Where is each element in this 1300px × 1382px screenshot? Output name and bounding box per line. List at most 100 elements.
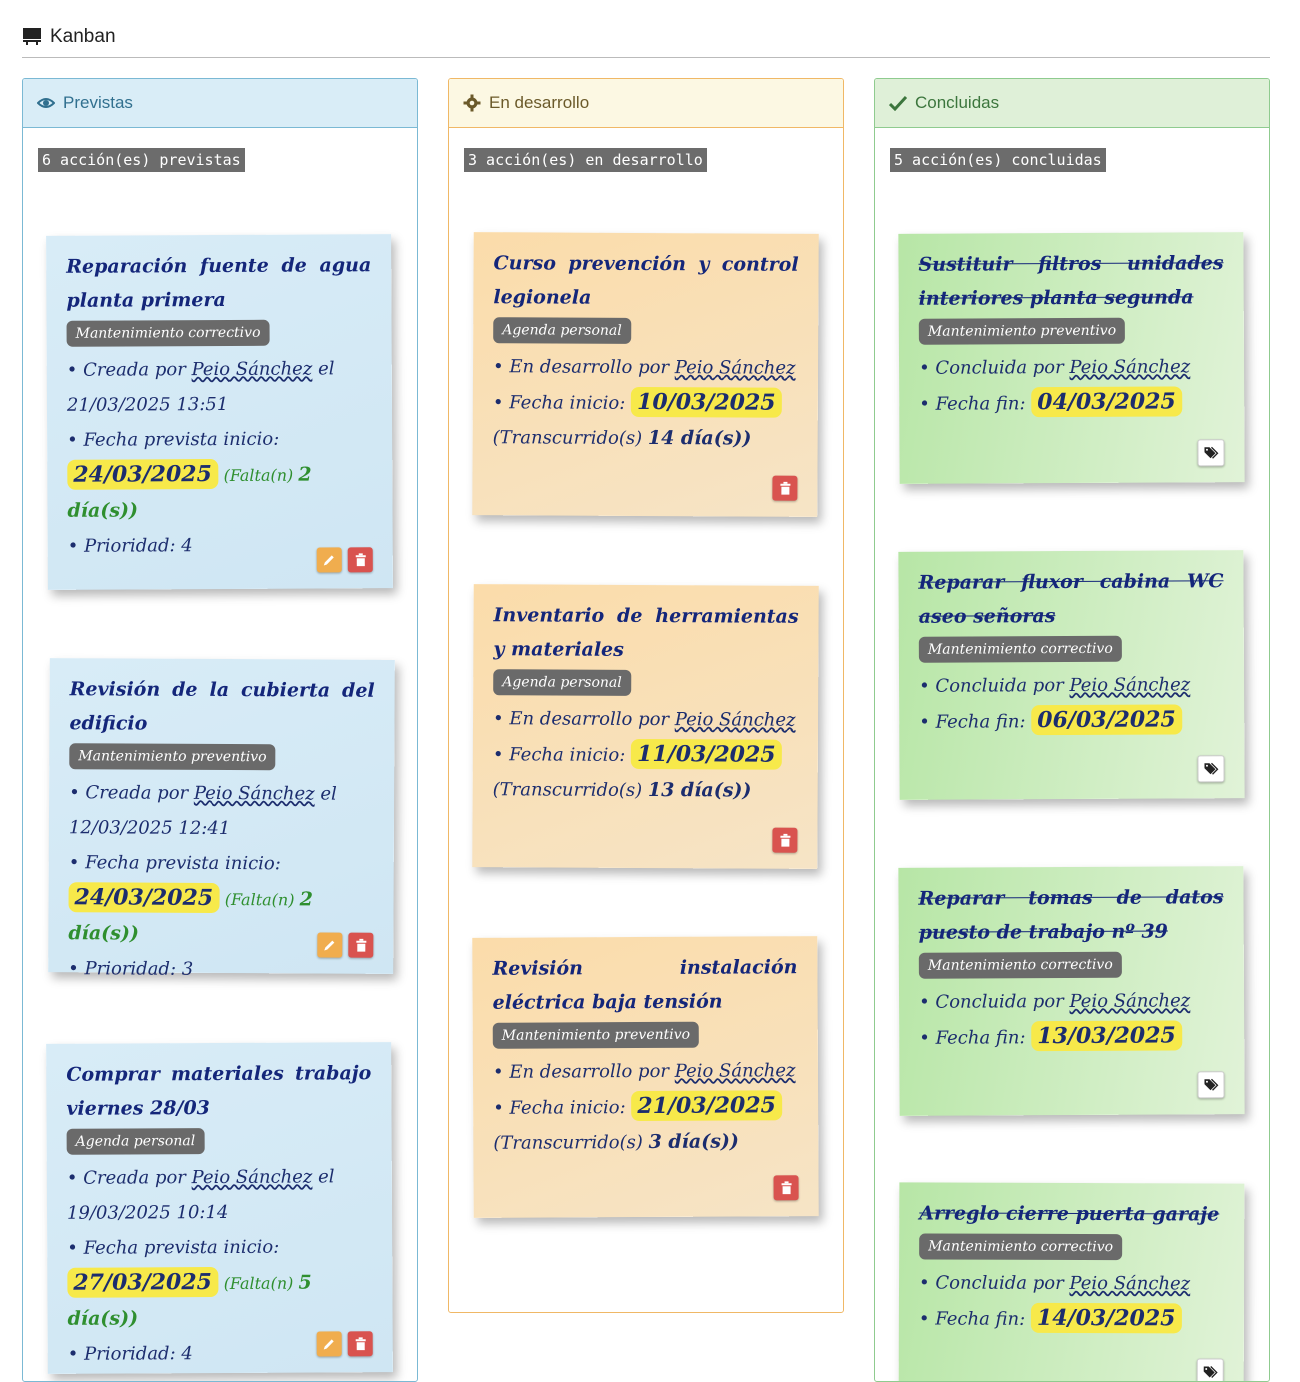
delete-button[interactable] [347, 1331, 373, 1357]
planned-line: • Fecha prevista inicio: 24/03/2025 (Falt… [67, 428, 312, 522]
category-tag: Agenda personal [493, 669, 631, 696]
tags-icon [1203, 1366, 1218, 1378]
user-link[interactable]: Peio Sánchez [193, 782, 315, 805]
category-tag: Agenda personal [66, 1128, 205, 1155]
tags-icon [1204, 762, 1219, 775]
tag-button[interactable] [1197, 755, 1225, 783]
column-count-badge: 3 acción(es) en desarrollo [464, 148, 707, 172]
card-title: Reparar tomas de datos puesto de trabajo… [918, 886, 1224, 944]
tag-button[interactable] [1197, 439, 1225, 467]
trash-icon [779, 833, 790, 847]
start-line: • Fecha inicio: 11/03/2025 (Transcurrido(… [493, 736, 798, 809]
user-link[interactable]: Peio Sánchez [191, 358, 313, 381]
column-title: En desarrollo [489, 93, 590, 112]
check-icon [889, 95, 907, 111]
card-title: Comprar materiales trabajo viernes 28/03 [66, 1062, 372, 1120]
kanban-card[interactable]: Comprar materiales trabajo viernes 28/03… [46, 1042, 393, 1374]
kanban-card[interactable]: Revisión de la cubierta del edificio Man… [48, 658, 395, 980]
tags-icon [1204, 446, 1219, 459]
trash-icon [355, 553, 366, 567]
delete-button[interactable] [772, 475, 798, 501]
start-date: 21/03/2025 [631, 1090, 782, 1122]
user-link[interactable]: Peio Sánchez [674, 709, 796, 731]
kanban-card[interactable]: Reparación fuente de agua planta primera… [46, 234, 393, 590]
delete-button[interactable] [772, 827, 798, 853]
dev-line: • En desarrollo por Peio Sánchez [492, 1060, 796, 1083]
trash-icon [781, 1181, 792, 1195]
column-concluidas: Concluidas 5 acción(es) concluidas Susti… [874, 78, 1270, 1382]
card-title: Curso prevención y control legionela [493, 252, 799, 309]
start-line: • Fecha inicio: 21/03/2025 (Transcurrido(… [493, 1088, 798, 1161]
planned-line: • Fecha prevista inicio: 27/03/2025 (Falt… [67, 1236, 312, 1330]
category-tag: Mantenimiento correctivo [918, 951, 1122, 979]
edit-button[interactable] [316, 1331, 342, 1357]
user-link[interactable]: Peio Sánchez [1069, 674, 1191, 697]
page-header: Kanban [22, 24, 1270, 58]
kanban-card[interactable]: Inventario de herramientas y materiales … [472, 584, 819, 869]
tag-button[interactable] [1196, 1358, 1224, 1381]
column-header: Previstas [23, 79, 417, 128]
created-line: • Creada por Peio Sánchez el 21/03/2025 1… [66, 358, 335, 416]
page-title: Kanban [50, 26, 116, 47]
column-title: Concluidas [915, 93, 1000, 112]
end-date: 04/03/2025 [1031, 386, 1182, 418]
column-previstas: Previstas 6 acción(es) previstas Reparac… [22, 78, 418, 1382]
card-title: Reparar fluxor cabina WC aseo señoras [918, 570, 1224, 628]
done-line: • Concluida por Peio Sánchez [919, 674, 1191, 697]
delete-button[interactable] [348, 932, 374, 958]
user-link[interactable]: Peio Sánchez [1069, 990, 1191, 1013]
category-tag: Mantenimiento correctivo [66, 319, 270, 347]
column-count-badge: 5 acción(es) concluidas [890, 148, 1106, 172]
created-line: • Creada por Peio Sánchez el 12/03/2025 1… [68, 782, 337, 840]
card-title: Revisión de la cubierta del edificio [69, 678, 375, 735]
column-en-desarrollo: En desarrollo 3 acción(es) en desarrollo… [448, 78, 844, 1313]
category-tag: Mantenimiento preventivo [69, 743, 276, 771]
kanban-card[interactable]: Revisión instalación eléctrica baja tens… [472, 936, 819, 1218]
end-line: • Fecha fin: 13/03/2025 [919, 1018, 1224, 1056]
planned-date: 27/03/2025 [67, 1267, 218, 1298]
kanban-card[interactable]: Reparar fluxor cabina WC aseo señoras Ma… [898, 550, 1245, 800]
card-title: Arreglo cierre puerta garaje [919, 1202, 1220, 1226]
trash-icon [355, 1337, 366, 1351]
kanban-card[interactable]: Arreglo cierre puerta garaje Mantenimien… [898, 1182, 1245, 1381]
user-link[interactable]: Peio Sánchez [191, 1166, 313, 1189]
kanban-card[interactable]: Curso prevención y control legionela Age… [472, 232, 819, 517]
kanban-card[interactable]: Reparar tomas de datos puesto de trabajo… [898, 866, 1245, 1116]
category-tag: Mantenimiento correctivo [919, 1233, 1123, 1261]
user-link[interactable]: Peio Sánchez [674, 1060, 796, 1082]
user-link[interactable]: Peio Sánchez [1069, 356, 1191, 379]
end-line: • Fecha fin: 06/03/2025 [919, 702, 1224, 740]
planned-date: 24/03/2025 [67, 459, 218, 490]
kanban-card[interactable]: Sustituir filtros unidades interiores pl… [898, 232, 1245, 484]
gear-icon [463, 94, 481, 112]
user-link[interactable]: Peio Sánchez [1069, 1272, 1191, 1295]
end-date: 14/03/2025 [1030, 1302, 1182, 1334]
edit-button[interactable] [316, 547, 342, 573]
tag-button[interactable] [1197, 1071, 1225, 1099]
end-date: 06/03/2025 [1031, 704, 1182, 736]
card-title: Inventario de herramientas y materiales [493, 604, 799, 661]
created-line: • Creada por Peio Sánchez el 19/03/2025 1… [66, 1166, 335, 1224]
kanban-board-icon [23, 28, 41, 45]
start-date: 11/03/2025 [630, 738, 782, 770]
card-title: Reparación fuente de agua planta primera [66, 254, 372, 312]
done-line: • Concluida por Peio Sánchez [919, 990, 1191, 1013]
pencil-icon [323, 555, 334, 566]
user-link[interactable]: Peio Sánchez [674, 357, 796, 379]
end-line: • Fecha fin: 04/03/2025 [919, 384, 1224, 422]
start-date: 10/03/2025 [630, 386, 782, 418]
end-line: • Fecha fin: 14/03/2025 [919, 1300, 1224, 1337]
eye-icon [37, 98, 55, 108]
pencil-icon [324, 940, 335, 951]
edit-button[interactable] [317, 932, 343, 958]
category-tag: Mantenimiento preventivo [492, 1021, 700, 1049]
done-line: • Concluida por Peio Sánchez [918, 356, 1191, 379]
dev-line: • En desarrollo por Peio Sánchez [492, 356, 796, 379]
delete-button[interactable] [347, 547, 373, 573]
card-title: Revisión instalación eléctrica baja tens… [492, 956, 798, 1014]
dev-line: • En desarrollo por Peio Sánchez [492, 708, 796, 731]
trash-icon [355, 938, 366, 952]
column-header: Concluidas [875, 79, 1269, 128]
start-line: • Fecha inicio: 10/03/2025 (Transcurrido(… [493, 384, 798, 457]
delete-button[interactable] [773, 1175, 799, 1201]
